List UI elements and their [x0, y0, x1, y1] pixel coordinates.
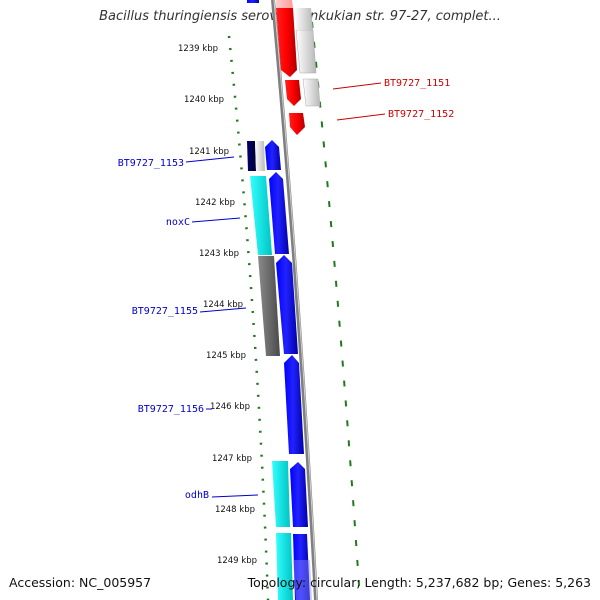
gene-bt9727-1149[interactable]	[247, 0, 259, 3]
kbp-tick-label: 1245 kbp	[206, 351, 246, 361]
gc-content-track	[227, 21, 361, 600]
cog-bt9727-1155	[258, 256, 280, 356]
length-value: 5,237,682 bp	[415, 575, 500, 590]
gene-bt9727-1152[interactable]	[289, 113, 305, 135]
forward-gene-labels: BT9727_1153 noxC BT9727_1155 BT9727_1156…	[118, 156, 259, 501]
gene-odh-b[interactable]	[290, 462, 308, 527]
cog-bt9727-1153-light	[255, 141, 265, 171]
kbp-tick-label: 1244 kbp	[203, 300, 243, 310]
leader-line	[336, 113, 386, 121]
leader-line	[185, 156, 235, 163]
genome-summary: Topology: circular; Length: 5,237,682 bp…	[247, 575, 591, 590]
leader-line	[199, 307, 247, 313]
cog-nox-c	[250, 176, 272, 255]
genes-value: 5,263	[555, 575, 591, 590]
gene-label-bt9727-1152[interactable]: BT9727_1152	[388, 109, 454, 120]
cog-track	[247, 141, 293, 600]
gene-next-forward[interactable]	[293, 534, 310, 600]
gc-skew-inner-line	[227, 35, 270, 600]
kbp-tick-label: 1247 kbp	[212, 454, 252, 464]
length-label: Length:	[364, 575, 412, 590]
leader-line	[191, 217, 241, 223]
gene-nox-c[interactable]	[269, 172, 289, 254]
cog-bt9727-1151	[302, 78, 321, 107]
cog-bt9727-1153-navy	[247, 141, 256, 171]
forward-strand-genes	[247, 0, 312, 600]
gene-bt9727-1150-top[interactable]	[276, 0, 293, 8]
accession-label: Accession:	[9, 575, 76, 590]
gene-label-odh-b[interactable]: odhB	[185, 490, 209, 501]
cog-bt9727-1150-top	[294, 8, 313, 30]
kbp-tick-label: 1241 kbp	[189, 147, 229, 157]
gene-label-bt9727-1151[interactable]: BT9727_1151	[384, 78, 450, 89]
gene-bt9727-1150[interactable]	[276, 8, 297, 77]
kbp-tick-label: 1243 kbp	[199, 249, 239, 259]
cog-odh-b	[272, 461, 290, 527]
kbp-tick-label: 1242 kbp	[195, 198, 235, 208]
gene-next-forward-fade	[293, 560, 312, 600]
gene-label-bt9727-1156[interactable]: BT9727_1156	[138, 404, 204, 415]
gene-label-nox-c[interactable]: noxC	[166, 217, 190, 228]
reverse-strand-genes	[276, 0, 321, 135]
gene-bt9727-1153[interactable]	[265, 140, 281, 170]
topology-label: Topology:	[247, 575, 307, 590]
leader-line	[332, 82, 382, 90]
accession-info: Accession: NC_005957	[9, 575, 151, 590]
gene-bt9727-1151[interactable]	[285, 80, 301, 106]
kbp-tick-label: 1249 kbp	[217, 556, 257, 566]
kbp-tick-label: 1240 kbp	[184, 95, 224, 105]
gc-content-outer-line	[311, 21, 361, 600]
genome-backbone-highlight	[273, 0, 318, 600]
kbp-tick-label: 1248 kbp	[215, 505, 255, 515]
gene-label-bt9727-1153[interactable]: BT9727_1153	[118, 158, 184, 169]
accession-value: NC_005957	[79, 575, 152, 590]
genes-label: Genes:	[507, 575, 552, 590]
gene-bt9727-1156[interactable]	[284, 355, 304, 454]
cog-next-forward	[276, 533, 293, 600]
topology-value: circular	[310, 575, 357, 590]
reverse-gene-labels: BT9727_1151 BT9727_1152	[332, 78, 454, 121]
kbp-tick-label: 1239 kbp	[178, 44, 218, 54]
leader-line	[211, 494, 259, 498]
gene-label-bt9727-1155[interactable]: BT9727_1155	[132, 306, 198, 317]
gene-bt9727-1155[interactable]	[276, 255, 298, 354]
cog-bt9727-1150	[295, 29, 317, 74]
genome-backbone	[271, 0, 318, 600]
kbp-tick-label: 1246 kbp	[210, 402, 250, 412]
kbp-scale: 1239 kbp 1240 kbp 1241 kbp 1242 kbp 1243…	[178, 44, 257, 566]
